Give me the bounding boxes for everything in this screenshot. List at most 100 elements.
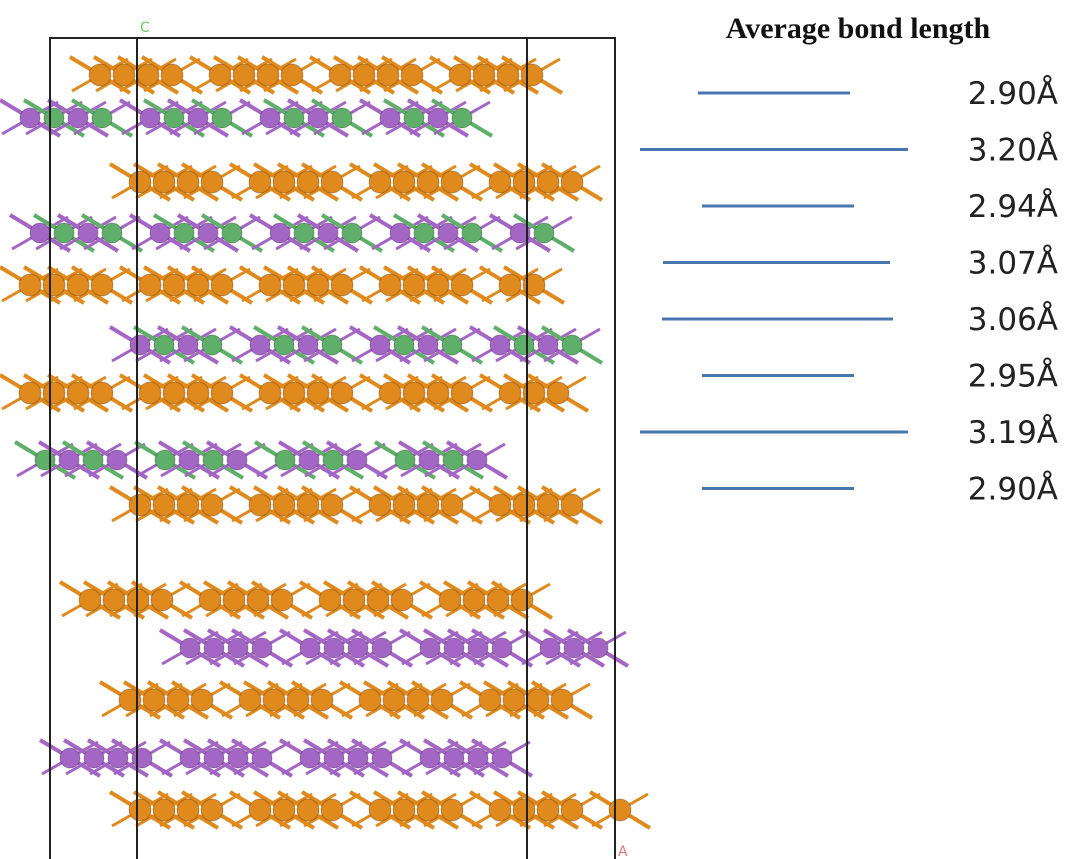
atom — [252, 748, 272, 768]
atom — [179, 450, 199, 470]
atom — [270, 223, 290, 243]
atom — [140, 108, 160, 128]
atom — [201, 171, 223, 193]
atom — [143, 689, 165, 711]
atom — [372, 638, 392, 658]
atom — [499, 274, 521, 296]
atom — [383, 689, 405, 711]
atom — [417, 799, 439, 821]
atom — [287, 689, 309, 711]
atom — [391, 589, 413, 611]
atom — [209, 64, 231, 86]
atom — [403, 382, 425, 404]
atom — [212, 108, 232, 128]
atom — [564, 638, 584, 658]
atom — [489, 799, 511, 821]
atom — [348, 748, 368, 768]
atom — [452, 108, 472, 128]
atom — [513, 171, 535, 193]
atom — [239, 689, 261, 711]
atom — [249, 171, 271, 193]
atom — [89, 64, 111, 86]
atom — [273, 171, 295, 193]
atom — [499, 382, 521, 404]
atom — [490, 335, 510, 355]
atom — [380, 108, 400, 128]
atom — [137, 64, 159, 86]
axis-label-a: A — [618, 844, 628, 859]
atom — [177, 171, 199, 193]
atom — [561, 494, 583, 516]
atom — [249, 494, 271, 516]
atom — [187, 382, 209, 404]
atom — [54, 223, 74, 243]
atom — [163, 274, 185, 296]
atom — [348, 638, 368, 658]
atom — [44, 108, 64, 128]
atom — [537, 799, 559, 821]
atom — [188, 108, 208, 128]
atom — [154, 335, 174, 355]
atom — [331, 382, 353, 404]
atom — [139, 274, 161, 296]
axis-label-c: C — [140, 20, 150, 36]
atom — [370, 335, 390, 355]
atom — [68, 108, 88, 128]
atom — [132, 748, 152, 768]
atom — [343, 589, 365, 611]
atom — [283, 274, 305, 296]
atom — [404, 108, 424, 128]
atom — [274, 335, 294, 355]
atom — [201, 494, 223, 516]
atom — [322, 335, 342, 355]
atom — [129, 799, 151, 821]
atom — [521, 64, 543, 86]
atom — [204, 748, 224, 768]
atom — [30, 223, 50, 243]
atom — [202, 335, 222, 355]
atom — [150, 223, 170, 243]
atom — [353, 64, 375, 86]
atom — [284, 108, 304, 128]
atom — [151, 589, 173, 611]
atom — [438, 223, 458, 243]
atom — [513, 799, 535, 821]
atom — [401, 64, 423, 86]
crystal-structure — [0, 57, 650, 828]
atom — [308, 108, 328, 128]
atom — [442, 335, 462, 355]
atom — [319, 589, 341, 611]
atom — [441, 171, 463, 193]
atom — [427, 382, 449, 404]
atom — [393, 799, 415, 821]
atom — [551, 689, 573, 711]
atom — [609, 799, 631, 821]
atom — [379, 274, 401, 296]
atom — [414, 223, 434, 243]
atom — [540, 638, 560, 658]
atom — [67, 382, 89, 404]
atom — [273, 494, 295, 516]
atom — [297, 799, 319, 821]
atom — [294, 223, 314, 243]
atom — [562, 335, 582, 355]
atom — [198, 223, 218, 243]
atom — [420, 748, 440, 768]
atom — [492, 638, 512, 658]
atom — [155, 450, 175, 470]
atom — [211, 382, 233, 404]
atom — [204, 638, 224, 658]
atom — [19, 274, 41, 296]
atom — [59, 450, 79, 470]
atom — [191, 689, 213, 711]
atom — [79, 589, 101, 611]
atom — [307, 382, 329, 404]
atom — [492, 748, 512, 768]
atom — [561, 171, 583, 193]
atom — [113, 64, 135, 86]
atom — [35, 450, 55, 470]
atom — [222, 223, 242, 243]
atom — [91, 274, 113, 296]
atom — [379, 382, 401, 404]
bond-label: 2.94Å — [968, 189, 1058, 225]
